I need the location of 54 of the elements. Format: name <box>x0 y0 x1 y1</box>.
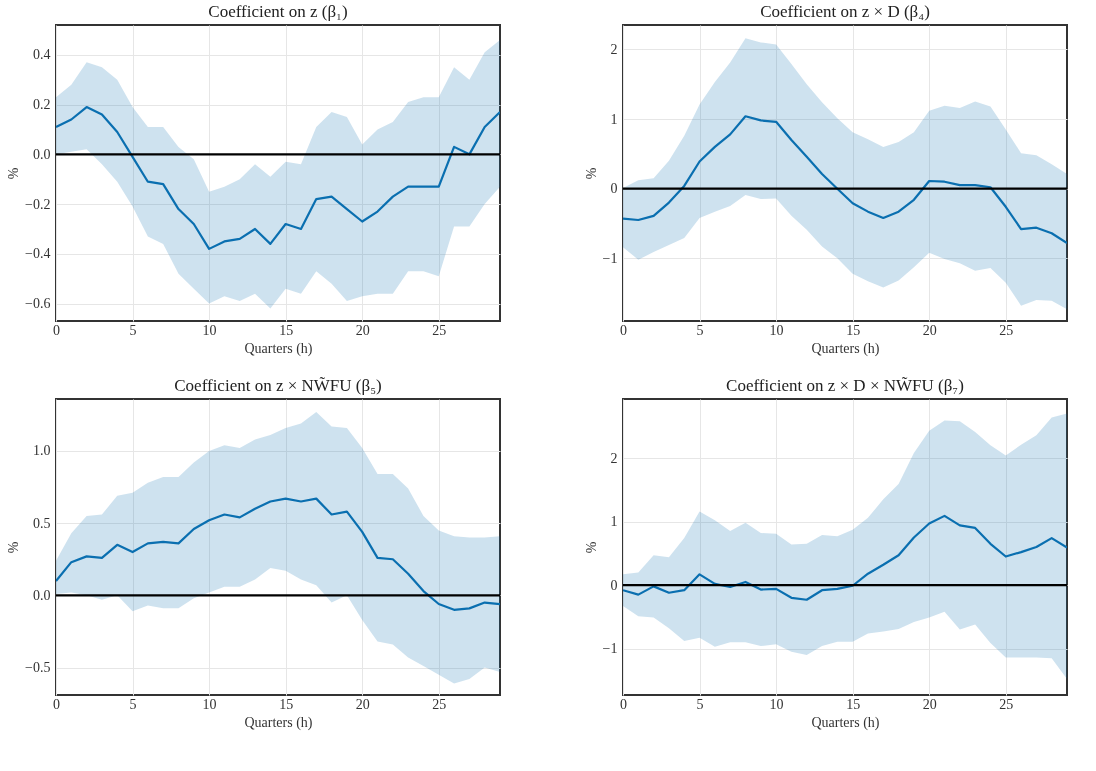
y-tick-label: −0.4 <box>25 246 51 262</box>
x-tick-label: 5 <box>696 322 704 338</box>
x-tick-label: 5 <box>129 696 137 712</box>
x-tick-label: 5 <box>129 322 137 338</box>
x-tick-label: 25 <box>432 696 447 712</box>
line-series <box>56 497 500 611</box>
y-tick-label: 1.0 <box>33 443 51 459</box>
chart-title: Coefficient on z (β₁) <box>208 2 348 21</box>
y-tick-label: 0.2 <box>33 97 51 113</box>
chart-title: Coefficient on z × D × NW̃FU (β₇) <box>726 376 964 395</box>
x-tick-label: 15 <box>846 322 861 338</box>
x-tick-label: 10 <box>202 322 217 338</box>
y-tick-label: 1 <box>610 111 618 127</box>
x-axis-title: Quarters (h) <box>244 340 313 357</box>
y-tick-label: 2 <box>610 41 618 57</box>
x-tick-label: 10 <box>769 696 784 712</box>
y-tick-label: −0.6 <box>25 296 51 312</box>
y-tick-label: −0.5 <box>25 660 51 676</box>
y-tick-label: −1 <box>602 641 618 657</box>
y-axis-title: % <box>6 167 22 180</box>
line-series <box>623 115 1067 245</box>
y-tick-label: 0.0 <box>33 146 51 162</box>
x-tick-label: 20 <box>355 322 370 338</box>
chart-title: Coefficient on z × NW̃FU (β₅) <box>174 376 382 395</box>
chart-title: Coefficient on z × D (β₄) <box>760 2 930 21</box>
y-tick-label: −1 <box>602 250 618 266</box>
y-tick-label: 0.5 <box>33 515 51 531</box>
line-series <box>623 514 1067 601</box>
y-tick-label: 0 <box>610 181 618 197</box>
x-tick-label: 15 <box>846 696 861 712</box>
x-tick-label: 10 <box>769 322 784 338</box>
x-tick-label: 20 <box>922 322 937 338</box>
x-axis-title: Quarters (h) <box>244 714 313 731</box>
y-axis-title: % <box>6 541 22 554</box>
x-axis-title: Quarters (h) <box>811 340 880 357</box>
y-tick-label: 0.4 <box>33 47 51 63</box>
x-tick-label: 25 <box>999 322 1014 338</box>
y-tick-label: 0.0 <box>33 587 51 603</box>
x-tick-label: 5 <box>696 696 704 712</box>
x-tick-label: 20 <box>355 696 370 712</box>
x-tick-label: 15 <box>279 696 294 712</box>
x-tick-label: 10 <box>202 696 217 712</box>
x-tick-label: 20 <box>922 696 937 712</box>
x-tick-label: 25 <box>432 322 447 338</box>
x-tick-label: 15 <box>279 322 294 338</box>
y-tick-label: 2 <box>610 450 618 466</box>
x-axis-title: Quarters (h) <box>811 714 880 731</box>
y-axis-title: % <box>583 167 599 180</box>
y-tick-label: 0 <box>610 577 618 593</box>
y-tick-label: −0.2 <box>25 196 51 212</box>
y-axis-title: % <box>583 541 599 554</box>
y-tick-label: 1 <box>610 514 618 530</box>
x-tick-label: 25 <box>999 696 1014 712</box>
line-series <box>56 105 500 250</box>
